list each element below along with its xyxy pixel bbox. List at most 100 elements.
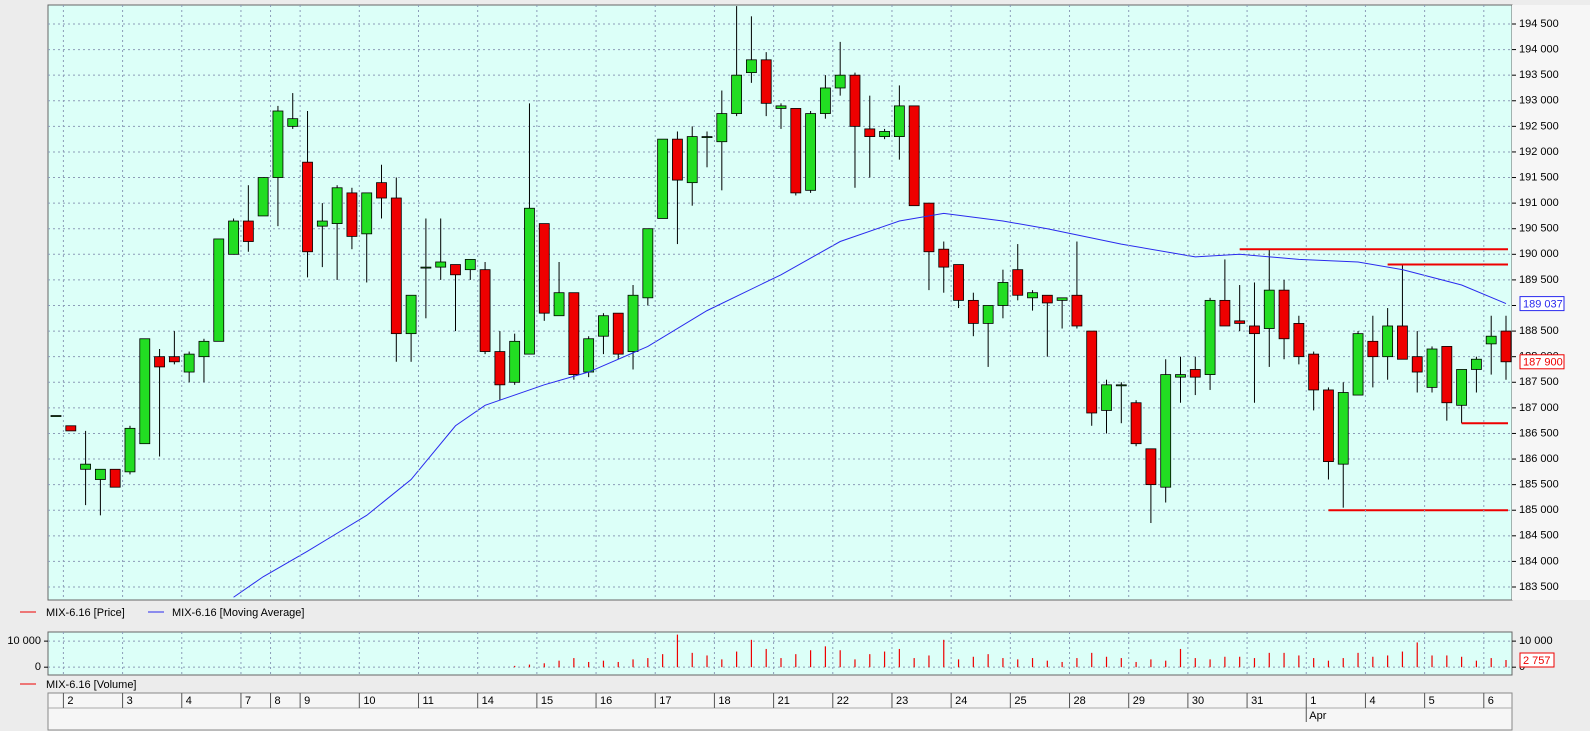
candle-body bbox=[731, 74, 743, 114]
candle-body bbox=[568, 292, 580, 375]
candle-body bbox=[287, 118, 299, 127]
candle-body bbox=[420, 266, 432, 269]
candle-body bbox=[272, 110, 284, 178]
candle-body bbox=[775, 105, 787, 109]
candle-body bbox=[257, 177, 269, 217]
candle-body bbox=[938, 248, 950, 268]
candle-body bbox=[450, 264, 461, 276]
candle-body bbox=[509, 340, 521, 383]
candle-body bbox=[331, 187, 343, 225]
y-tick-label: 185 500 bbox=[1519, 479, 1559, 491]
candle-body bbox=[1189, 369, 1201, 378]
candle-body bbox=[1426, 348, 1438, 388]
candle-body bbox=[967, 299, 979, 324]
y-tick-label: 189 500 bbox=[1519, 274, 1559, 286]
candle-body bbox=[464, 259, 476, 271]
candle-body bbox=[94, 468, 106, 480]
candle-body bbox=[953, 264, 964, 301]
candle-body bbox=[1234, 320, 1246, 324]
y-tick-label: 194 500 bbox=[1519, 18, 1559, 30]
y-tick-label: 192 000 bbox=[1519, 146, 1559, 158]
candle-body bbox=[790, 108, 802, 194]
volume-panel bbox=[47, 631, 1513, 676]
y-tick-label: 191 500 bbox=[1519, 171, 1559, 183]
x-tick-label: 23 bbox=[896, 695, 908, 707]
x-tick-label: 29 bbox=[1133, 695, 1145, 707]
candle-body bbox=[746, 59, 757, 74]
candle-body bbox=[1293, 323, 1305, 358]
candle-body bbox=[1175, 374, 1186, 378]
x-tick-label: 4 bbox=[186, 695, 192, 707]
last-value-label: 2 757 bbox=[1523, 655, 1551, 667]
candle-body bbox=[1441, 346, 1453, 404]
x-tick-label: 17 bbox=[659, 695, 671, 707]
candle-body bbox=[1145, 448, 1157, 486]
candle-body bbox=[849, 74, 861, 127]
candle-body bbox=[583, 338, 595, 373]
x-tick-label: 14 bbox=[482, 695, 494, 707]
candle-body bbox=[1219, 299, 1231, 327]
candle-body bbox=[819, 87, 831, 114]
x-tick-label: 28 bbox=[1074, 695, 1086, 707]
candle-body bbox=[524, 207, 535, 355]
y-tick-label: 10 000 bbox=[7, 635, 41, 647]
candle-body bbox=[198, 340, 210, 358]
candle-body bbox=[1352, 333, 1364, 396]
candle-body bbox=[1204, 299, 1216, 375]
y-tick-label: 184 000 bbox=[1519, 555, 1559, 567]
month-label: Apr bbox=[1309, 710, 1326, 722]
y-tick-label: 188 500 bbox=[1519, 325, 1559, 337]
x-tick-label: 1 bbox=[1310, 695, 1316, 707]
y-tick-label: 190 000 bbox=[1519, 248, 1559, 260]
y-tick-label: 10 000 bbox=[1519, 635, 1553, 647]
candle-body bbox=[657, 138, 669, 219]
candle-body bbox=[494, 351, 506, 386]
x-tick-label: 31 bbox=[1251, 695, 1263, 707]
candle-body bbox=[1263, 289, 1275, 329]
legend-label: MIX-6.16 [Volume] bbox=[46, 679, 137, 691]
candle-body bbox=[1411, 356, 1423, 373]
candle-body bbox=[923, 202, 935, 253]
x-tick-label: 9 bbox=[304, 695, 310, 707]
candle-body bbox=[1308, 353, 1320, 391]
candle-body bbox=[154, 356, 165, 368]
legend-label: MIX-6.16 [Price] bbox=[46, 607, 125, 619]
candle-body bbox=[805, 113, 816, 191]
x-tick-label: 16 bbox=[600, 695, 612, 707]
candle-body bbox=[1382, 325, 1394, 358]
candle-body bbox=[1056, 297, 1068, 301]
volume-legend-strip bbox=[0, 676, 1590, 692]
y-tick-label: 193 500 bbox=[1519, 69, 1559, 81]
x-tick-label: 8 bbox=[275, 695, 281, 707]
last-value-box bbox=[1519, 354, 1565, 370]
candle-body bbox=[1337, 392, 1349, 465]
price-panel bbox=[47, 4, 1513, 601]
last-value-label: 189 037 bbox=[1523, 299, 1563, 311]
legend-label: MIX-6.16 [Moving Average] bbox=[172, 607, 304, 619]
candle-body bbox=[1160, 374, 1172, 488]
y-tick-label: 194 000 bbox=[1519, 43, 1559, 55]
candle-body bbox=[376, 182, 387, 199]
candle-body bbox=[598, 315, 609, 337]
candle-body bbox=[168, 356, 180, 363]
candle-body bbox=[109, 468, 121, 488]
candle-body bbox=[1041, 294, 1053, 304]
y-tick-label: 193 000 bbox=[1519, 95, 1559, 107]
y-tick-label: 192 500 bbox=[1519, 120, 1559, 132]
candle-body bbox=[1249, 325, 1260, 335]
candle-body bbox=[1456, 369, 1468, 406]
last-value-box bbox=[1519, 652, 1555, 668]
candle-body bbox=[346, 192, 358, 237]
candle-body bbox=[538, 223, 550, 314]
candle-body bbox=[435, 261, 447, 268]
candle-body bbox=[997, 282, 1009, 306]
x-tick-label: 15 bbox=[541, 695, 553, 707]
x-tick-label: 11 bbox=[423, 695, 434, 707]
candle-body bbox=[390, 197, 402, 335]
y-tick-label: 186 000 bbox=[1519, 453, 1559, 465]
candle-body bbox=[701, 136, 713, 138]
candle-body bbox=[65, 425, 77, 432]
y-tick-label: 187 000 bbox=[1519, 402, 1559, 414]
x-tick-label: 30 bbox=[1192, 695, 1204, 707]
